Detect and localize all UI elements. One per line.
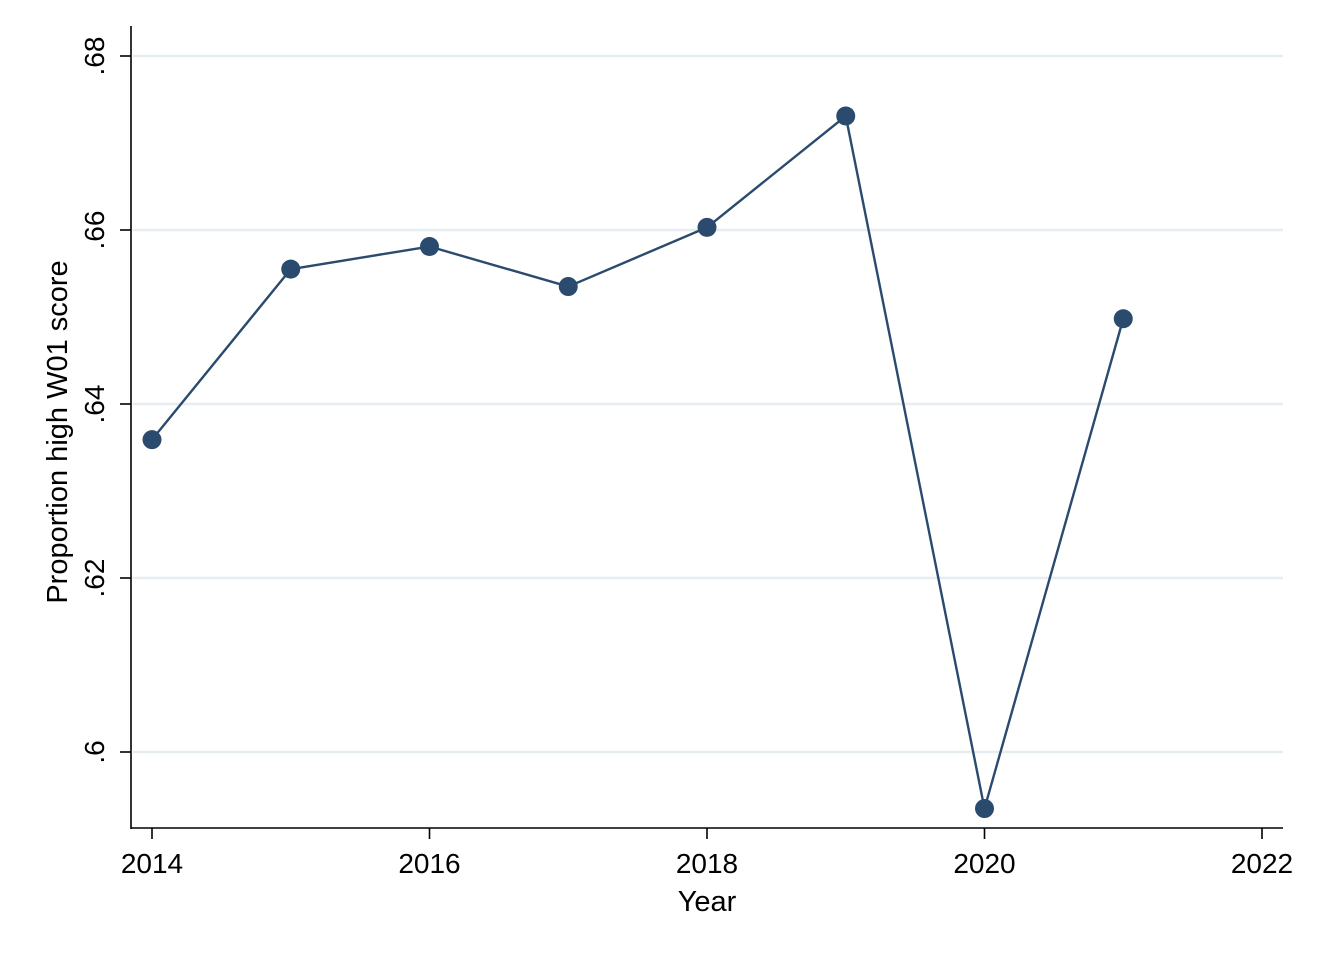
y-tick-label: .64	[79, 385, 110, 424]
series-line	[151, 114, 1125, 810]
x-tick-label: 2014	[121, 848, 183, 879]
data-point	[558, 277, 578, 297]
axes: .6 .62 .64 .66 .68 2014 2016 2018 2020 2022	[79, 26, 1293, 879]
gridlines	[133, 54, 1283, 754]
x-tick-label: 2020	[953, 848, 1015, 879]
data-point	[1113, 309, 1133, 329]
y-tick-label: .6	[79, 740, 110, 763]
data-series	[142, 106, 1133, 819]
data-point	[281, 259, 301, 279]
y-tick-label: .68	[79, 37, 110, 76]
x-axis-title: Year	[678, 886, 737, 918]
data-point	[420, 237, 439, 257]
y-tick-label: .66	[79, 211, 110, 250]
y-tick-label: .62	[79, 559, 110, 598]
x-tick-label: 2016	[398, 848, 460, 879]
data-point	[975, 799, 994, 819]
data-point	[142, 430, 162, 450]
x-tick-label: 2018	[676, 848, 738, 879]
data-point	[697, 217, 717, 237]
data-point	[836, 106, 856, 126]
x-tick-label: 2022	[1231, 848, 1293, 879]
y-axis-title: Proportion high W01 score	[42, 260, 74, 603]
